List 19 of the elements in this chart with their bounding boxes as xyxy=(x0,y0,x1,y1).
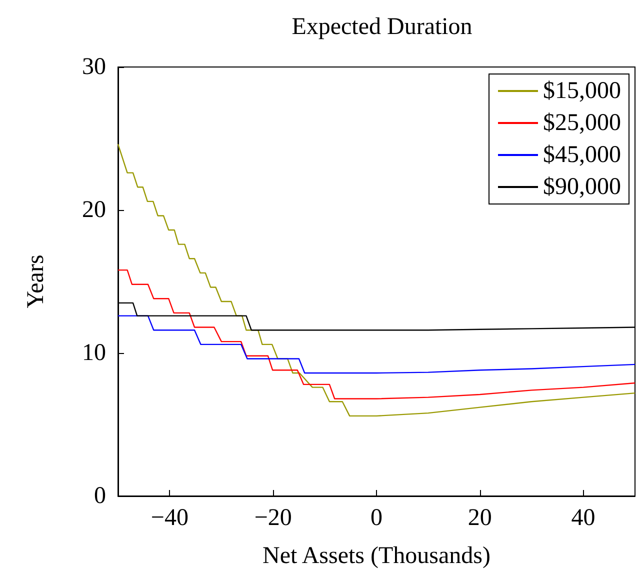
x-tick-label: −20 xyxy=(254,505,292,531)
legend-label: $45,000 xyxy=(543,142,621,168)
y-tick-label: 0 xyxy=(94,483,106,509)
legend-label: $15,000 xyxy=(543,78,621,104)
y-tick-label: 20 xyxy=(82,197,106,223)
line-series xyxy=(117,315,636,374)
line-series xyxy=(117,269,636,400)
y-tick-label: 10 xyxy=(82,340,106,366)
x-tick-label: 20 xyxy=(468,505,492,531)
x-tick-label: 0 xyxy=(370,505,382,531)
x-tick-label: −40 xyxy=(150,505,188,531)
line-series xyxy=(117,144,636,417)
y-tick-label: 30 xyxy=(82,54,106,80)
legend-label: $90,000 xyxy=(543,174,621,200)
chart-title: Expected Duration xyxy=(292,14,472,40)
legend-label: $25,000 xyxy=(543,110,621,136)
x-tick-label: 40 xyxy=(571,505,596,531)
y-axis-title: Years xyxy=(23,254,49,308)
x-axis-title: Net Assets (Thousands) xyxy=(262,543,490,569)
